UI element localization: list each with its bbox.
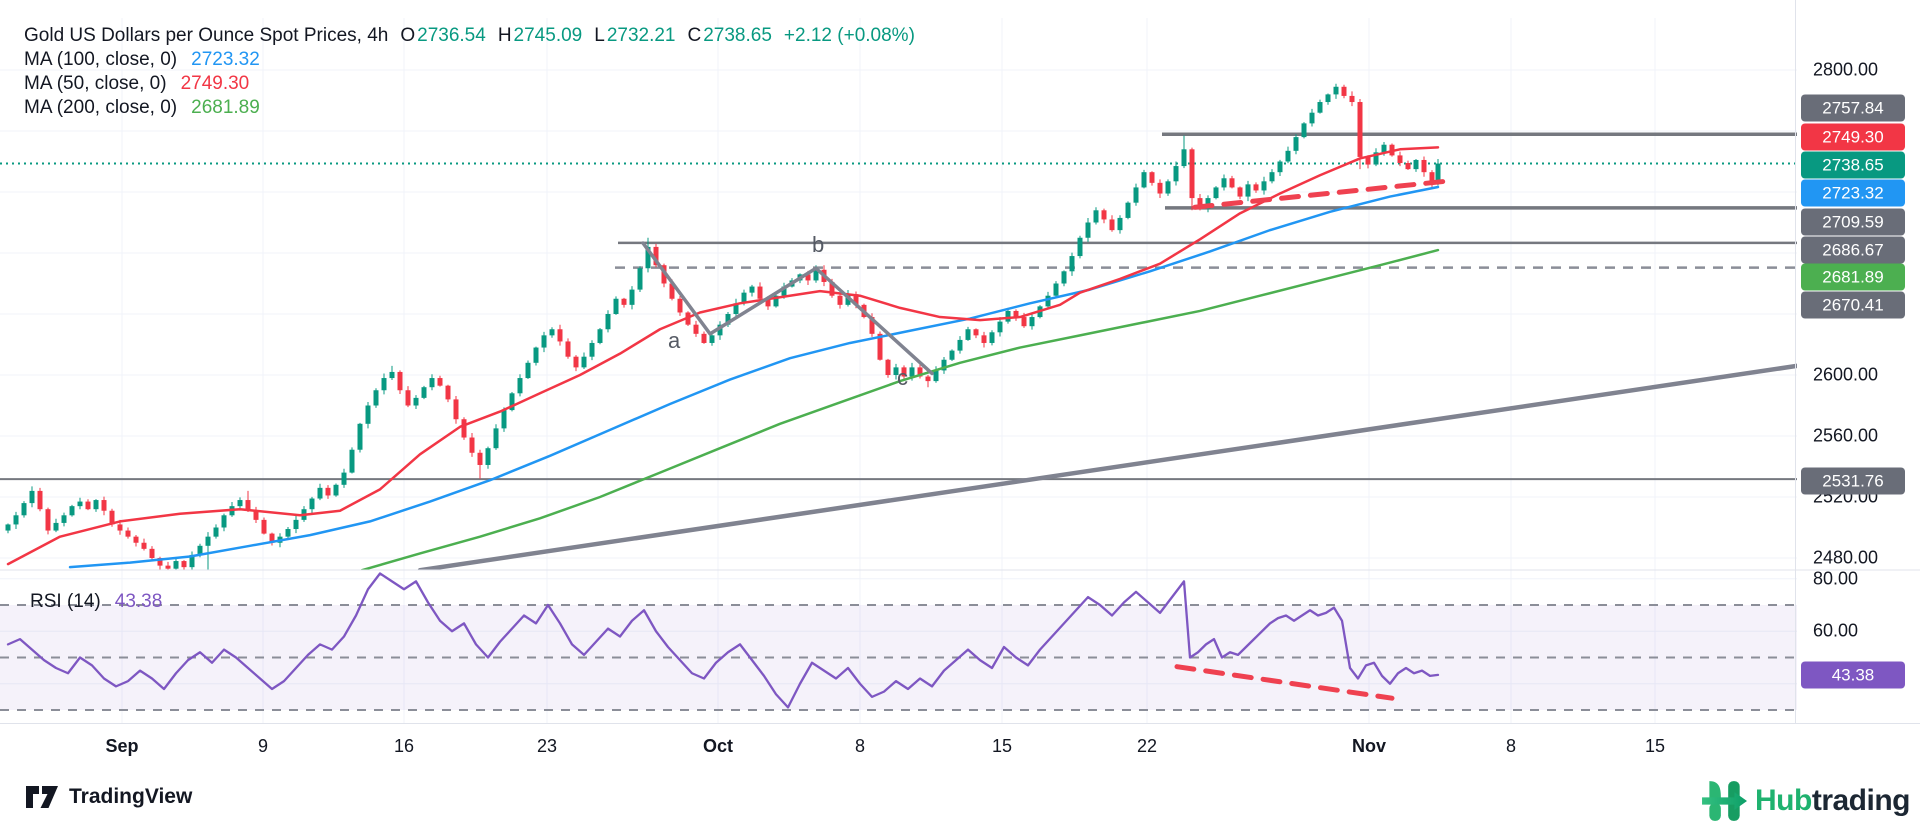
- symbol-row[interactable]: Gold US Dollars per Ounce Spot Prices, 4…: [24, 24, 915, 48]
- price-axis-badge: 2670.41: [1801, 291, 1905, 319]
- price-axis-badge: 2738.65: [1801, 151, 1905, 179]
- price-axis-label: 2480.00: [1813, 547, 1879, 568]
- legend: Gold US Dollars per Ounce Spot Prices, 4…: [24, 24, 915, 120]
- rsi-line[interactable]: [6, 572, 1440, 709]
- time-axis-tick: Nov: [1351, 736, 1387, 756]
- price-axis-badge: 2681.89: [1801, 263, 1905, 291]
- price-divergence-line[interactable]: [1192, 178, 1448, 210]
- tradingview-logo-text: TradingView: [69, 785, 193, 808]
- ma100-value: 2723.32: [191, 49, 260, 70]
- time-axis-tick: 8: [1505, 736, 1517, 756]
- ma50-label: MA (50, close, 0): [24, 73, 167, 94]
- rsi-label: RSI (14): [30, 591, 101, 612]
- price-axis-label: 80.00: [1813, 568, 1859, 589]
- symbol-title: Gold US Dollars per Ounce Spot Prices, 4…: [24, 25, 389, 46]
- hubtrading-logo-icon: [1702, 781, 1747, 821]
- gridlines: [0, 18, 1797, 723]
- time-axis-tick: 9: [257, 736, 269, 756]
- time-axis-tick: Oct: [702, 736, 734, 756]
- time-axis-tick: 16: [393, 736, 415, 756]
- ma100-row[interactable]: MA (100, close, 0) 2723.32: [24, 48, 915, 72]
- price-axis-badge: 2531.76: [1801, 467, 1905, 495]
- ma200-line[interactable]: [360, 248, 1440, 570]
- time-axis-tick: 22: [1136, 736, 1158, 756]
- price-axis-label: 2560.00: [1813, 425, 1879, 446]
- price-axis-label: 2800.00: [1813, 59, 1879, 80]
- footer-bar: TradingView Hubtrading: [0, 771, 1920, 832]
- price-axis-badge: 2709.59: [1801, 208, 1905, 236]
- rsi-divergence-line[interactable]: [1174, 664, 1395, 701]
- hubtrading-logo[interactable]: Hubtrading: [1701, 779, 1911, 823]
- abc-zigzag[interactable]: [641, 241, 934, 376]
- rsi-value: 43.38: [114, 591, 163, 612]
- time-axis-tick: Sep: [105, 736, 139, 756]
- wave-letter: a: [668, 328, 681, 353]
- ohlc-low: L 2732.21: [594, 25, 676, 46]
- rsi-pane[interactable]: [0, 572, 1797, 711]
- tradingview-attribution[interactable]: TradingView: [25, 785, 192, 809]
- price-axis-badge: 2757.84: [1801, 94, 1905, 122]
- price-axis-badge: 2723.32: [1801, 179, 1905, 207]
- time-axis-tick: 15: [1644, 736, 1666, 756]
- ma50-value: 2749.30: [180, 73, 250, 94]
- time-axis-tick: 8: [854, 736, 866, 756]
- ma200-value: 2681.89: [191, 97, 260, 118]
- price-axis[interactable]: 2800.00 2600.00 2560.00 2520.00 2480.00 80.00…: [1795, 0, 1920, 723]
- price-axis-badge: 2686.67: [1801, 236, 1905, 264]
- ma200-label: MA (200, close, 0): [24, 97, 178, 118]
- wave-letter: c: [897, 365, 908, 390]
- hubtrading-logo-text: Hubtrading: [1755, 784, 1911, 817]
- price-axis-label: 2600.00: [1813, 364, 1879, 385]
- ma100-label: MA (100, close, 0): [24, 49, 178, 70]
- ascending-trendline[interactable]: [417, 363, 1797, 570]
- price-pane[interactable]: a b c: [0, 83, 1797, 574]
- rsi-band: [0, 605, 1797, 710]
- wave-letter: b: [812, 232, 824, 257]
- ma200-row[interactable]: MA (200, close, 0) 2681.89: [24, 96, 915, 120]
- price-axis-label: 60.00: [1813, 620, 1859, 641]
- candlesticks: [5, 83, 1441, 570]
- price-axis-badge: 43.38: [1801, 661, 1905, 689]
- price-change: +2.12 (+0.08%): [783, 25, 915, 46]
- ohlc-high: H 2745.09: [497, 25, 583, 46]
- ma100-line[interactable]: [68, 185, 1440, 569]
- time-axis-tick: 15: [991, 736, 1013, 756]
- rsi-legend-row[interactable]: RSI (14) 43.38: [30, 590, 162, 614]
- time-axis-tick: 23: [536, 736, 558, 756]
- ohlc-close: C 2738.65: [687, 25, 772, 46]
- ma50-line[interactable]: [6, 146, 1440, 566]
- ma50-row[interactable]: MA (50, close, 0) 2749.30: [24, 72, 915, 96]
- ohlc-open: O 2736.54: [400, 25, 486, 46]
- price-axis-badge: 2749.30: [1801, 123, 1905, 151]
- time-axis[interactable]: Sep 9 16 23 Oct 8 15 22 Nov 8 15: [0, 723, 1920, 773]
- tradingview-logo-icon: [26, 786, 58, 808]
